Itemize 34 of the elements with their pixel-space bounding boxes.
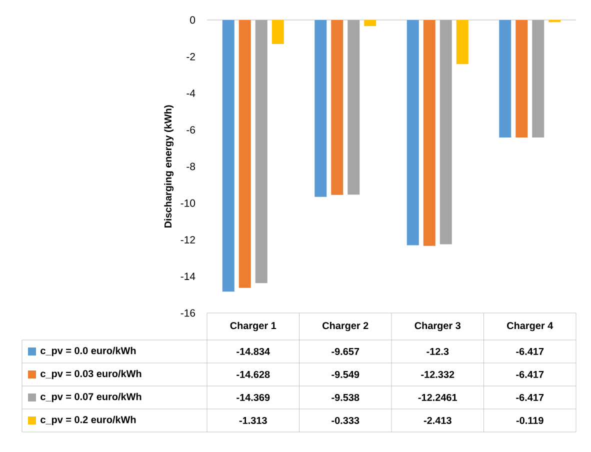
legend-label: c_pv = 0.2 euro/kWh [40, 416, 136, 426]
x-tick-label: Charger 2 [322, 322, 368, 332]
y-tick-label: -4 [186, 90, 196, 97]
data-label: -6.417 [516, 370, 544, 378]
y-tick-label: 0 [190, 16, 196, 24]
data-label: -0.333 [332, 416, 360, 424]
x-tick-label: Charger 4 [507, 322, 554, 332]
data-label: -9.549 [332, 370, 360, 378]
data-label: -12.2461 [418, 394, 458, 402]
x-tick-label: Charger 3 [414, 322, 461, 332]
data-label: -12.332 [421, 370, 454, 378]
y-axis-title: Discharging energy (kWh) [164, 105, 174, 228]
data-label: -2.413 [424, 416, 452, 424]
y-tick-label: -16 [180, 309, 196, 317]
data-label: -12.3 [426, 348, 449, 356]
data-label: -1.313 [239, 416, 267, 424]
legend-label: c_pv = 0.0 euro/kWh [40, 346, 136, 356]
y-tick-label: -12 [180, 236, 195, 244]
y-tick-label: -10 [180, 199, 196, 207]
x-tick-label: Charger 1 [230, 322, 276, 332]
data-label: -6.417 [516, 348, 544, 356]
data-label: -0.119 [516, 416, 544, 424]
legend-label: c_pv = 0.07 euro/kWh [40, 392, 142, 402]
data-label: -14.369 [236, 394, 270, 402]
legend-label: c_pv = 0.03 euro/kWh [40, 370, 142, 380]
y-tick-label: -14 [180, 272, 196, 280]
data-label: -9.538 [332, 394, 360, 402]
data-label: -9.657 [332, 348, 360, 356]
y-tick-label: -2 [186, 52, 195, 60]
y-tick-label: -8 [186, 162, 196, 170]
data-label: -14.628 [236, 370, 270, 378]
data-label: -6.417 [516, 394, 544, 402]
y-tick-label: -6 [186, 126, 196, 134]
data-label: -14.834 [236, 348, 270, 356]
